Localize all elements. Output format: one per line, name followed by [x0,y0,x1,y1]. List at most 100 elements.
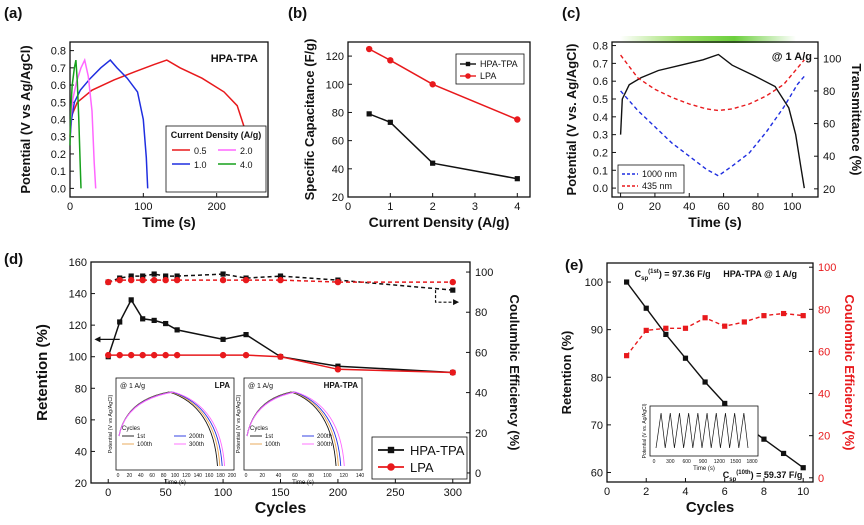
y2-tick-label: 100 [475,267,493,279]
y-tick-label: 0.8 [51,46,66,58]
inset-legend-label: 1st [265,434,273,440]
inset-x-tick-label: 20 [260,473,266,479]
data-point-HPA-TPA CE [128,273,134,279]
data-point-LPA CE [219,276,227,284]
x-tick-label: 6 [722,486,728,498]
y2-tick-label: 0 [818,473,824,485]
inset-legend-label: 300th [189,442,204,448]
annotation-bottom-part: sp [729,477,736,483]
y-tick-label: 0.2 [51,149,66,161]
data-point-Coulombic Efficiency [663,325,669,331]
y2-tick-label: 100 [823,53,841,65]
data-point-Coulombic Efficiency [800,313,806,319]
y-tick-label: 0.1 [593,165,608,177]
y-tick-label: 0.4 [593,112,608,124]
data-point-HPA-TPA CE [450,287,456,293]
data-point-LPA CE [162,276,169,284]
inset-annotation: @ 1 A/g [120,383,145,390]
y2-tick-label: 40 [823,151,835,163]
inset-x-tick-label: 80 [161,473,167,479]
inset-x-tick-label: 60 [292,473,298,479]
data-point-HPA-TPA CE [277,273,284,279]
x-tick-label: 300 [444,487,462,499]
data-point-LPA [429,81,436,88]
color-bar [620,36,796,43]
y-tick-label: 80 [75,383,87,395]
inset-x-tick-label: 180 [216,473,225,479]
y2-axis-label: Coulumbic Efficiency (%) [507,294,522,450]
legend-marker [387,446,395,454]
inset-legend-label: 200th [189,434,204,440]
x-tick-label: 20 [649,201,661,213]
y-axis-label: Potential (V vs Ag/AgCl) [18,45,33,193]
series-line-HPA-TPA [368,113,518,180]
x-axis-label: Time (s) [688,214,741,230]
x-tick-label: 8 [761,486,767,498]
data-point-HPA-TPA [514,176,520,182]
data-point-HPA-TPA [366,111,372,117]
inset-legend-label: 100th [137,442,152,448]
inset-HPA-TPA: @ 1 A/g HPA-TPA Potential (V vs Ag/AgCl) 0 2… [236,377,364,486]
y-axis-label: Retention (%) [34,324,51,421]
data-point-Coulombic Efficiency [761,313,767,319]
annotation-bottom: Csp(10th) = 59.37 F/g [723,470,803,483]
inset-x-tick-label: 100 [171,473,180,479]
data-point-HPA-TPA CE [140,273,146,279]
data-point-Retention [682,355,689,361]
x-axis-label: Cycles [686,499,734,516]
y2-tick-label: 60 [823,119,835,131]
data-point-LPA [365,45,373,53]
series-line-1.0 [69,59,149,189]
y2-tick-label: 0 [475,468,481,480]
series-line-LPA [368,48,518,121]
data-point-Coulombic Efficiency [643,327,649,333]
y-tick-label: 40 [332,164,344,176]
arrow-left-head [94,336,101,343]
inset-curve [118,391,226,467]
inset-x-tick-label: 0 [245,473,248,479]
y2-tick-label: 80 [823,86,835,98]
data-point-LPA [105,351,112,359]
x-tick-label: 50 [160,487,172,499]
series-line-0.5 [69,59,252,189]
panel-label: (e) [565,257,583,274]
series-line-435 nm [620,54,805,112]
inset-y-label: Potential (V vs. Ag/AgCl) [642,403,648,458]
data-point-HPA-TPA CE [163,273,169,279]
legend-marker [387,463,395,471]
inset-curve [246,391,345,467]
data-point-HPA-TPA [163,320,169,327]
data-point-LPA [334,366,342,373]
panel-c: (c) 0 20 40 60 80 100 0.0 0.1 0.2 0.3 0.4 0.5 0.6 0.7 0… [562,5,864,230]
y-tick-label: 0.8 [593,41,608,53]
x-tick-label: 0 [67,201,73,213]
legend-box [371,436,468,480]
inset-x-tick-label: 60 [149,473,155,479]
inset-x-tick-label: 120 [182,473,191,479]
data-point-HPA-TPA CE [174,273,180,279]
x-tick-label: 100 [134,201,152,213]
y-tick-label: 0.5 [593,94,608,106]
inset-x-tick-label: 40 [276,473,282,479]
y-tick-label: 120 [326,51,344,63]
y-axis-label: Retention (%) [559,331,574,415]
inset-y-label: Potential (V vs Ag/AgCl) [236,394,242,453]
y2-tick-label: 40 [475,388,487,400]
x-tick-label: 0 [345,201,351,213]
annotation: @ 1 A/g [772,51,812,63]
inset-x-tick-label: 1800 [746,459,757,465]
y-tick-label: 140 [69,289,87,301]
legend-label: LPA [480,71,496,81]
data-point-Retention [624,279,630,285]
inset-frame [649,405,759,457]
panel-label: (a) [4,5,22,22]
panel-label: (c) [562,5,580,22]
legend-box [455,53,525,85]
annotation-bottom-part: C [723,470,730,480]
legend-label: 435 nm [642,181,672,191]
panel-e: (e) 0 2 4 6 8 10 60 70 80 90 100 Cycles Retention (%)… [559,257,857,516]
inset-x-tick-label: 160 [205,473,214,479]
y-tick-label: 40 [75,446,87,458]
annotation-bottom-part: ) = 59.37 F/g [751,470,803,480]
